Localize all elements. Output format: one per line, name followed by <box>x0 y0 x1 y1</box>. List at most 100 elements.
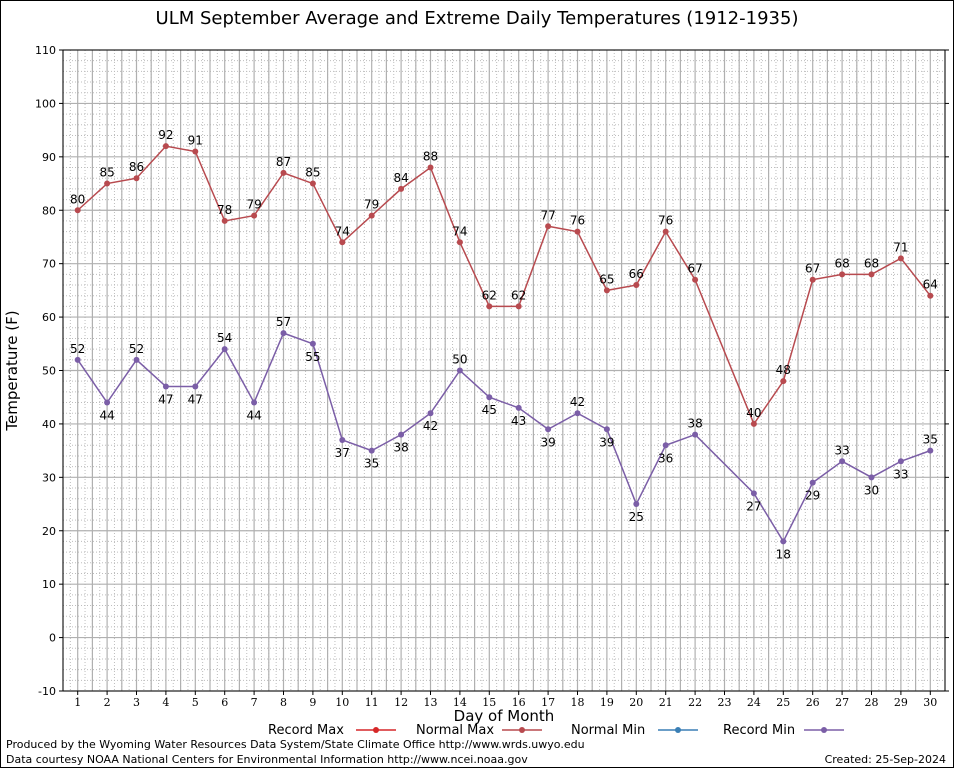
footer-created: Created: 25-Sep-2024 <box>824 753 946 766</box>
x-tick-label: 30 <box>923 696 937 709</box>
x-tick-label: 29 <box>894 696 908 709</box>
data-point <box>368 447 375 454</box>
y-tick-label: 110 <box>35 44 56 57</box>
data-label: 52 <box>70 342 85 356</box>
data-point <box>868 474 875 481</box>
data-point <box>662 228 669 235</box>
x-axis-label: Day of Month <box>454 707 555 725</box>
data-label: 85 <box>99 166 114 180</box>
data-point <box>633 282 640 289</box>
data-point <box>780 378 787 385</box>
data-point <box>839 458 846 465</box>
x-tick-label: 28 <box>865 696 879 709</box>
data-label: 68 <box>834 256 849 270</box>
series-record-max <box>74 143 934 427</box>
data-label: 33 <box>893 467 908 481</box>
data-label: 88 <box>423 150 438 164</box>
x-tick-label: 23 <box>718 696 732 709</box>
data-point <box>162 143 169 150</box>
data-label: 87 <box>276 155 291 169</box>
data-label: 80 <box>70 192 85 206</box>
data-point <box>545 426 552 433</box>
data-label: 77 <box>540 208 555 222</box>
y-tick-label: 30 <box>42 471 56 484</box>
data-label: 38 <box>393 441 408 455</box>
legend-item: Normal Min <box>571 723 698 738</box>
data-label: 36 <box>658 451 673 465</box>
data-point <box>897 255 904 262</box>
data-label: 44 <box>246 409 261 423</box>
data-point <box>692 431 699 438</box>
data-label: 27 <box>746 499 761 513</box>
data-label: 57 <box>276 315 291 329</box>
data-label: 52 <box>129 342 144 356</box>
data-label: 30 <box>864 483 879 497</box>
data-label: 18 <box>776 547 791 561</box>
data-label: 35 <box>923 433 938 447</box>
data-point <box>133 356 140 363</box>
x-tick-label: 19 <box>600 696 614 709</box>
data-label: 37 <box>335 446 350 460</box>
legend-item: Normal Max <box>416 723 542 738</box>
x-tick-label: 22 <box>688 696 702 709</box>
x-tick-label: 8 <box>280 696 287 709</box>
x-tick-label: 17 <box>541 696 555 709</box>
x-tick-label: 12 <box>394 696 408 709</box>
legend-swatch-marker <box>821 727 827 733</box>
data-point <box>104 180 111 187</box>
legend-item: Record Min <box>723 723 844 738</box>
x-tick-label: 27 <box>835 696 849 709</box>
x-tick-label: 11 <box>365 696 379 709</box>
y-tick-label: 10 <box>42 578 56 591</box>
data-label: 91 <box>188 133 203 147</box>
x-tick-label: 6 <box>221 696 228 709</box>
x-tick-label: 15 <box>482 696 496 709</box>
data-point <box>486 303 493 310</box>
x-tick-label: 21 <box>659 696 673 709</box>
data-point <box>574 228 581 235</box>
data-point <box>398 185 405 192</box>
data-label: 35 <box>364 457 379 471</box>
data-point <box>868 271 875 278</box>
x-tick-label: 13 <box>424 696 438 709</box>
data-point <box>515 404 522 411</box>
major-grid <box>62 49 946 692</box>
data-label: 48 <box>776 363 791 377</box>
data-point <box>574 410 581 417</box>
data-point <box>427 164 434 171</box>
data-point <box>927 292 934 299</box>
data-point <box>221 346 228 353</box>
legend-label: Normal Max <box>416 723 494 738</box>
legend-label: Normal Min <box>571 723 645 738</box>
data-point <box>221 217 228 224</box>
data-point <box>192 383 199 390</box>
data-point <box>515 303 522 310</box>
data-point <box>750 420 757 427</box>
y-tick-label: 70 <box>42 258 56 271</box>
data-point <box>309 180 316 187</box>
data-label: 65 <box>599 272 614 286</box>
footer-credit-2: Data courtesy NOAA National Centers for … <box>6 753 528 766</box>
data-label: 54 <box>217 331 232 345</box>
legend-swatch-marker <box>675 727 681 733</box>
data-point <box>692 276 699 283</box>
data-label: 47 <box>158 393 173 407</box>
data-label: 76 <box>570 214 585 228</box>
data-point <box>662 442 669 449</box>
data-point <box>133 175 140 182</box>
data-label: 66 <box>629 267 644 281</box>
y-tick-label: 80 <box>42 204 56 217</box>
data-point <box>339 239 346 246</box>
footer-credit-1: Produced by the Wyoming Water Resources … <box>6 738 585 751</box>
y-tick-label: 50 <box>42 365 56 378</box>
y-tick-label: 40 <box>42 418 56 431</box>
data-label: 92 <box>158 128 173 142</box>
data-label: 86 <box>129 160 144 174</box>
y-tick-label: 60 <box>42 311 56 324</box>
legend-label: Record Min <box>723 723 795 738</box>
y-axis-label: Temperature (F) <box>3 310 21 431</box>
data-point <box>545 223 552 230</box>
x-tick-label: 3 <box>133 696 140 709</box>
data-point <box>74 207 81 214</box>
